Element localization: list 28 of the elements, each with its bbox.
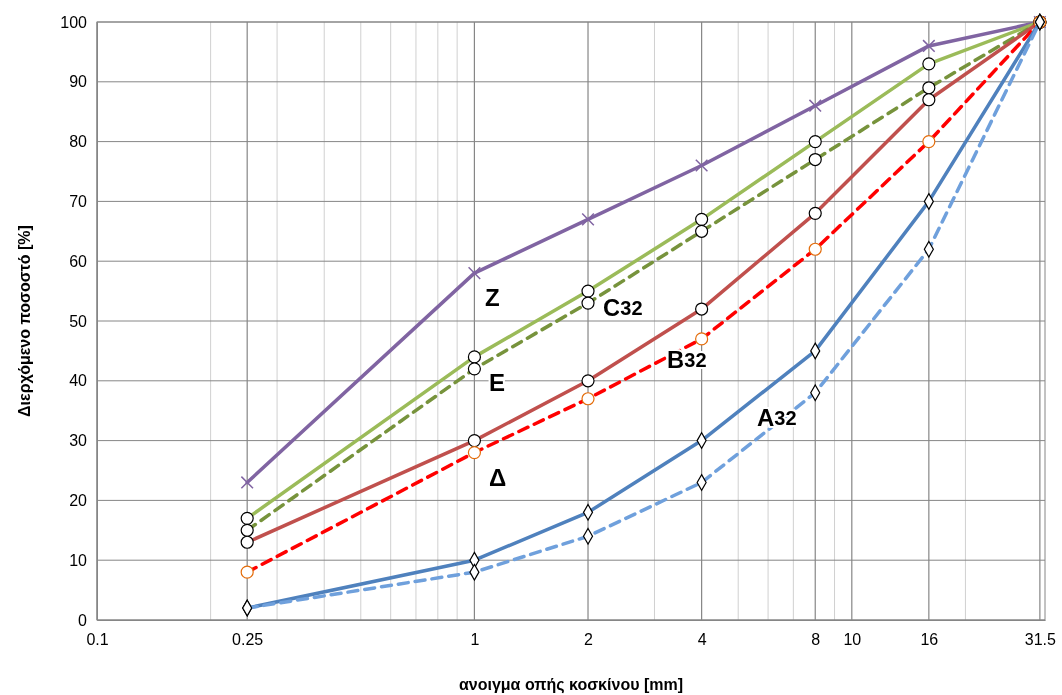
y-tick-label: 80: [69, 133, 88, 151]
y-tick-label: 90: [69, 73, 88, 91]
y-tick-label: 10: [69, 551, 88, 569]
y-tick-label: 30: [69, 432, 88, 450]
x-axis-title: ανοιγμα οπής κοσκίνου [mm]: [458, 676, 684, 694]
x-tick-label: 8: [811, 631, 821, 649]
x-tick-label: 0.1: [86, 631, 109, 649]
annotation: A32: [757, 404, 797, 432]
y-tick-label: 70: [69, 193, 88, 211]
x-tick-label: 4: [697, 631, 707, 649]
annotation: C32: [603, 294, 643, 322]
x-tick-label: 1: [470, 631, 480, 649]
x-tick-label: 16: [920, 631, 939, 649]
x-tick-label: 31.5: [1024, 631, 1057, 649]
x-tick-label: 10: [843, 631, 862, 649]
annotation: Δ: [489, 464, 507, 492]
y-axis-title: Διερχόμενο ποσοστό [%]: [16, 225, 33, 417]
annotation: Z: [485, 284, 500, 312]
y-tick-label: 100: [60, 13, 88, 31]
y-tick-label: 0: [78, 611, 88, 629]
x-tick-label: 0.25: [232, 631, 264, 649]
y-tick-label: 40: [69, 372, 88, 390]
x-tick-label: 2: [584, 631, 594, 649]
annotation: B32: [667, 346, 707, 374]
y-tick-label: 50: [69, 312, 88, 330]
y-tick-label: 20: [69, 492, 88, 510]
y-tick-label: 60: [69, 252, 88, 270]
annotation: E: [489, 369, 506, 397]
